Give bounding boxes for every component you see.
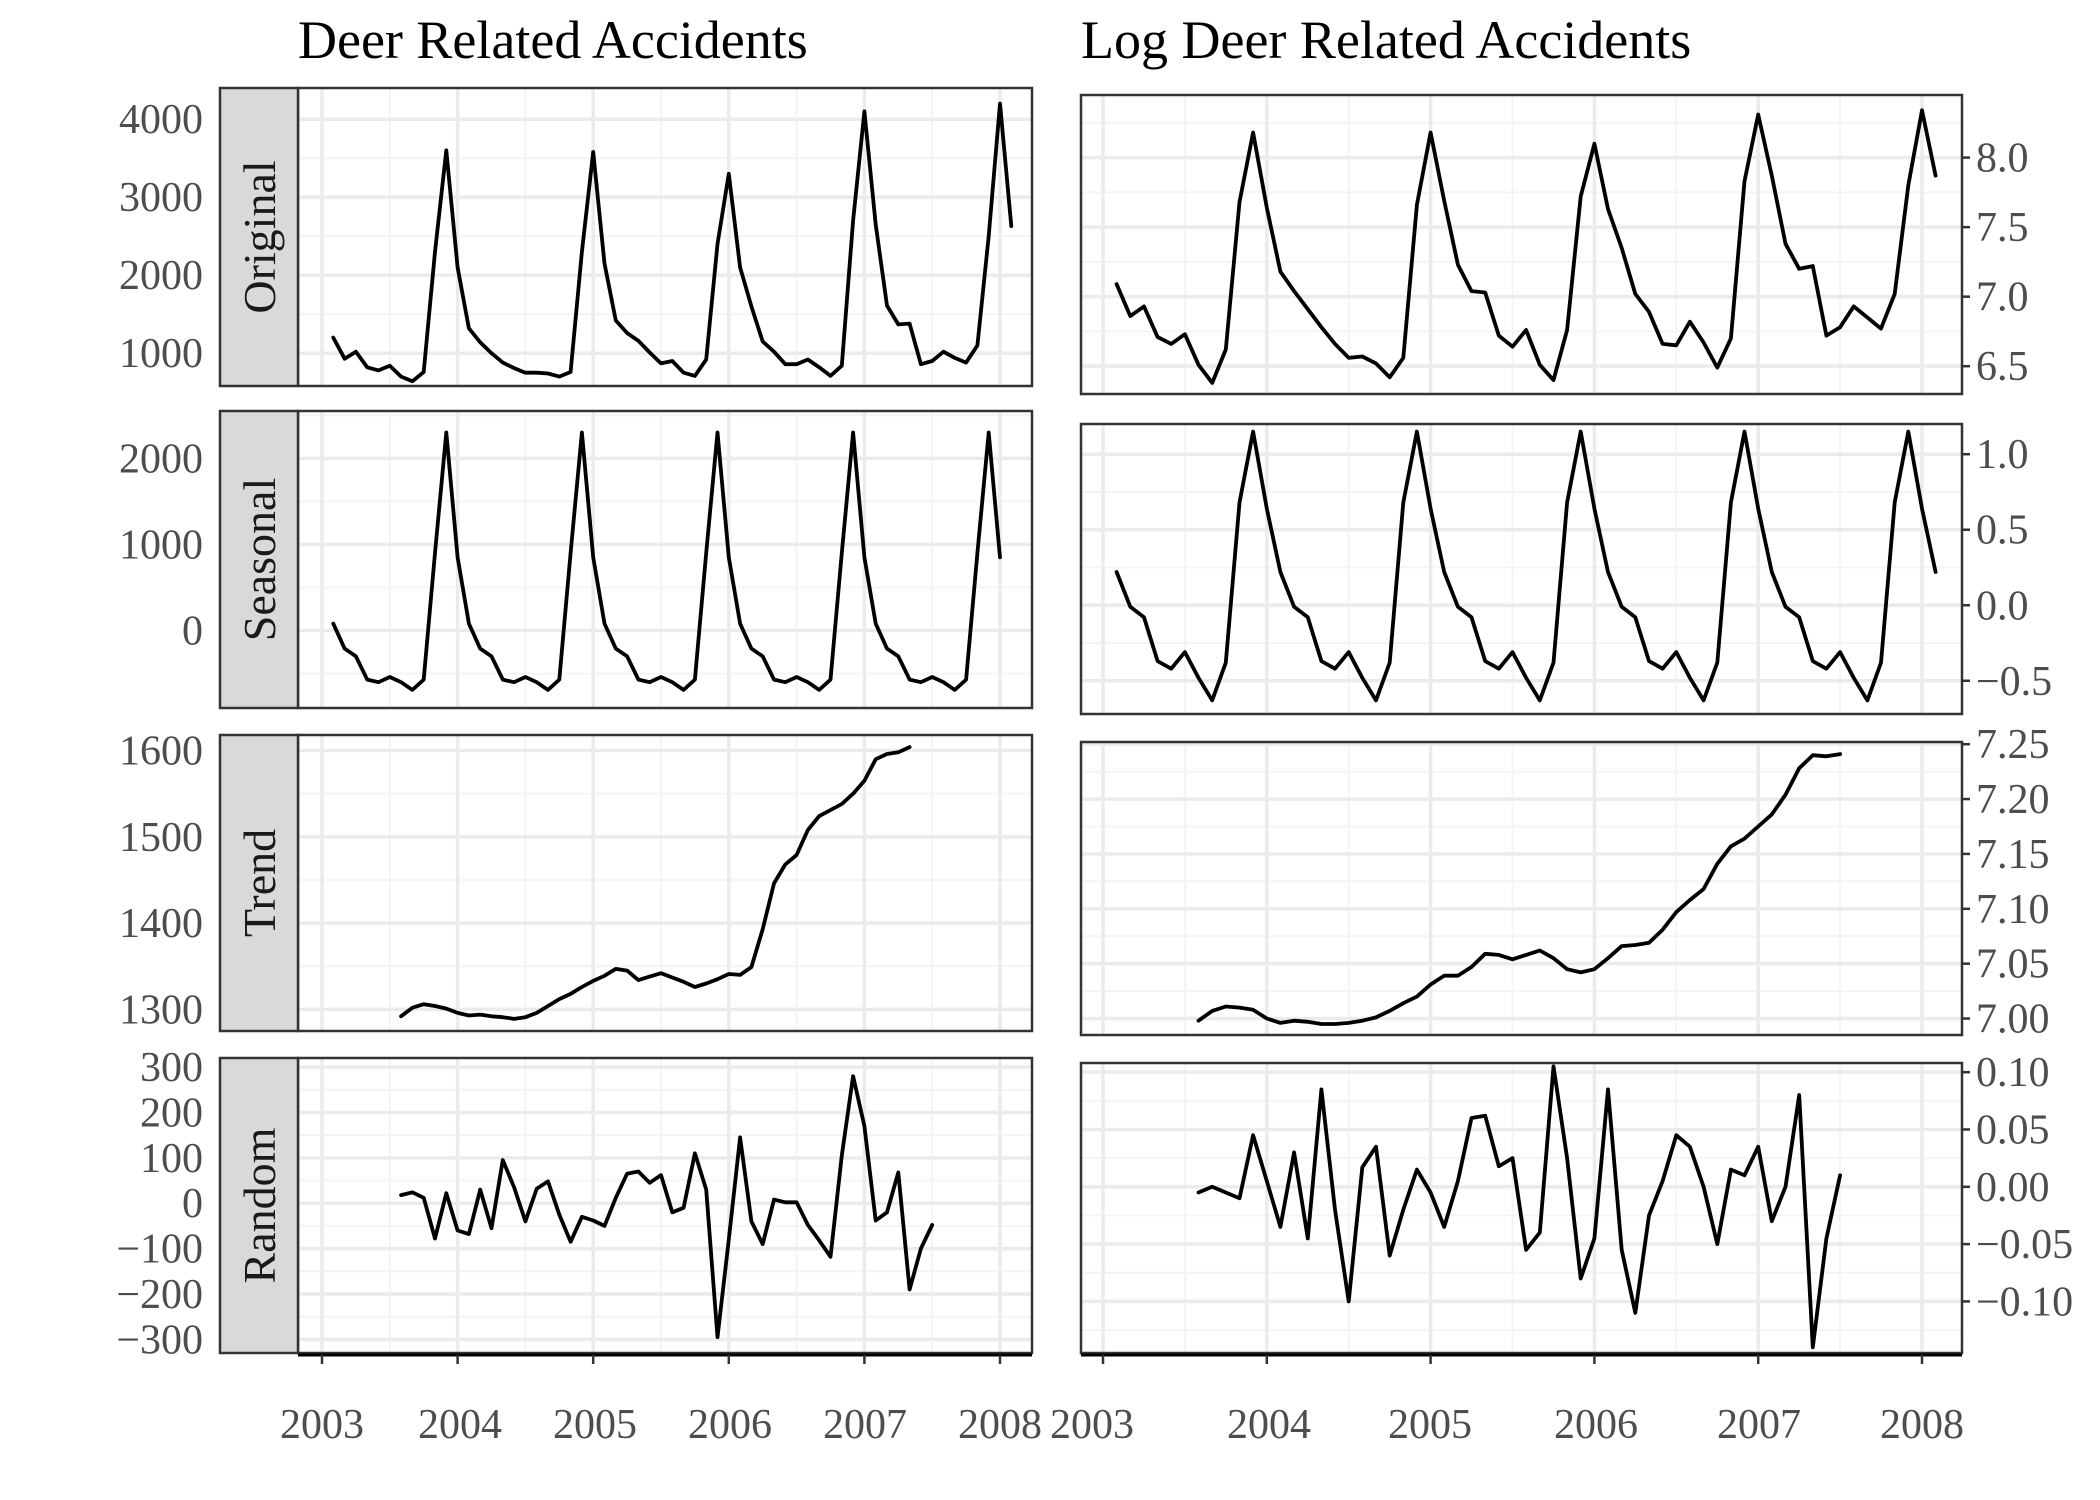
x-tick-label: 2004 xyxy=(1227,1402,1311,1448)
chart-title: Log Deer Related Accidents xyxy=(1081,10,1691,70)
panel-frame xyxy=(1079,93,1964,396)
y-tick-label: 7.20 xyxy=(1976,777,2050,823)
y-tick-label: 7.15 xyxy=(1976,832,2050,878)
y-tick-label: 0.0 xyxy=(1976,583,2029,629)
y-tick-label: −200 xyxy=(116,1272,203,1318)
panel-frame xyxy=(296,733,1034,1033)
x-tick-label: 2003 xyxy=(280,1402,364,1448)
y-tick-label: 7.0 xyxy=(1976,275,2029,321)
y-tick-label: 1600 xyxy=(119,729,203,775)
y-tick-label: −100 xyxy=(116,1227,203,1273)
strip-box xyxy=(218,733,300,1033)
x-tick-label: 2007 xyxy=(823,1402,907,1448)
x-tick-label: 2006 xyxy=(1554,1402,1638,1448)
strip-label: Original xyxy=(234,160,285,313)
panel-original: 1000 2000 3000 4000 Original xyxy=(119,86,1034,388)
y-tick-label: 1000 xyxy=(119,522,203,568)
y-tick-label: 1500 xyxy=(119,815,203,861)
x-tick-label: 2008 xyxy=(958,1402,1042,1448)
y-tick-label: 0 xyxy=(182,1181,203,1227)
y-tick-label: 6.5 xyxy=(1976,344,2029,390)
strip-original: Original xyxy=(218,86,300,388)
chart-deer-related-accidents: Deer Related Accidents1000200030004000Or… xyxy=(116,10,1042,1448)
series-line-random xyxy=(399,1074,935,1339)
strip-random: Random xyxy=(218,1056,300,1355)
strip-box xyxy=(218,409,300,710)
y-tick-label: 1300 xyxy=(119,987,203,1033)
panel-frame xyxy=(1079,1061,1964,1355)
panel-original: 6.5 7.0 7.5 8.0 xyxy=(1079,93,2029,396)
chart-title: Deer Related Accidents xyxy=(298,10,808,70)
series-line-trend xyxy=(399,745,912,1021)
y-tick-label: 1.0 xyxy=(1976,432,2029,478)
panel-trend: 1300 1400 1500 1600 Trend xyxy=(119,729,1034,1033)
x-tick-label: 2005 xyxy=(553,1402,637,1448)
series-line-random xyxy=(1196,1064,1842,1350)
y-tick-label: 7.25 xyxy=(1976,722,2050,768)
y-tick-label: 0.00 xyxy=(1976,1165,2050,1211)
y-tick-label: 0.05 xyxy=(1976,1107,2050,1153)
y-tick-label: 1000 xyxy=(119,331,203,377)
y-tick-label: 3000 xyxy=(119,175,203,221)
y-tick-label: 7.05 xyxy=(1976,942,2050,988)
strip-label: Random xyxy=(234,1127,285,1283)
strip-box xyxy=(218,86,300,388)
series-line-original xyxy=(331,101,1014,384)
panel-frame xyxy=(296,1056,1034,1355)
panel-seasonal: −0.5 0.0 0.5 1.0 xyxy=(1079,422,2052,716)
panel-trend: 7.00 7.05 7.10 7.15 7.20 7.25 xyxy=(1079,722,2050,1043)
y-tick-label: 2000 xyxy=(119,253,203,299)
x-tick-label: 2003 xyxy=(1050,1402,1134,1448)
strip-box xyxy=(218,1056,300,1355)
x-tick-label: 2005 xyxy=(1388,1402,1472,1448)
y-tick-label: 0.5 xyxy=(1976,508,2029,554)
y-tick-label: −300 xyxy=(116,1317,203,1363)
panel-frame xyxy=(296,409,1034,710)
series-line-seasonal xyxy=(331,430,1002,692)
panel-frame xyxy=(1079,740,1964,1037)
y-tick-label: 100 xyxy=(140,1136,203,1182)
x-tick-label: 2007 xyxy=(1717,1402,1801,1448)
strip-trend: Trend xyxy=(218,733,300,1033)
strip-seasonal: Seasonal xyxy=(218,409,300,710)
y-tick-label: 300 xyxy=(140,1045,203,1091)
x-tick-label: 2004 xyxy=(418,1402,502,1448)
y-tick-label: 200 xyxy=(140,1090,203,1136)
y-tick-label: 4000 xyxy=(119,97,203,143)
y-tick-label: 7.10 xyxy=(1976,887,2050,933)
panel-seasonal: 0 1000 2000 Seasonal xyxy=(119,409,1034,710)
x-tick-label: 2008 xyxy=(1880,1402,1964,1448)
y-tick-label: 7.5 xyxy=(1976,205,2029,251)
y-tick-label: 1400 xyxy=(119,901,203,947)
y-tick-label: 8.0 xyxy=(1976,136,2029,182)
y-tick-label: −0.05 xyxy=(1976,1222,2073,1268)
chart-log-deer-related-accidents: Log Deer Related Accidents 6.5 7.0 7.5 8.0 −0… xyxy=(1050,10,2073,1448)
y-tick-label: 0 xyxy=(182,609,203,655)
series-line-seasonal xyxy=(1114,429,1938,703)
y-tick-label: 2000 xyxy=(119,436,203,482)
strip-label: Trend xyxy=(234,829,285,937)
y-tick-label: 7.00 xyxy=(1976,997,2050,1043)
series-line-trend xyxy=(1196,752,1842,1026)
y-tick-label: −0.10 xyxy=(1976,1279,2073,1325)
panel-random: −0.10 −0.05 0.00 0.05 0.10 xyxy=(1079,1050,2073,1355)
y-tick-label: 0.10 xyxy=(1976,1050,2050,1096)
strip-label: Seasonal xyxy=(234,478,285,642)
panel-frame xyxy=(1079,422,1964,716)
x-tick-label: 2006 xyxy=(688,1402,772,1448)
series-line-original xyxy=(1114,108,1938,385)
y-tick-label: −0.5 xyxy=(1976,659,2052,705)
